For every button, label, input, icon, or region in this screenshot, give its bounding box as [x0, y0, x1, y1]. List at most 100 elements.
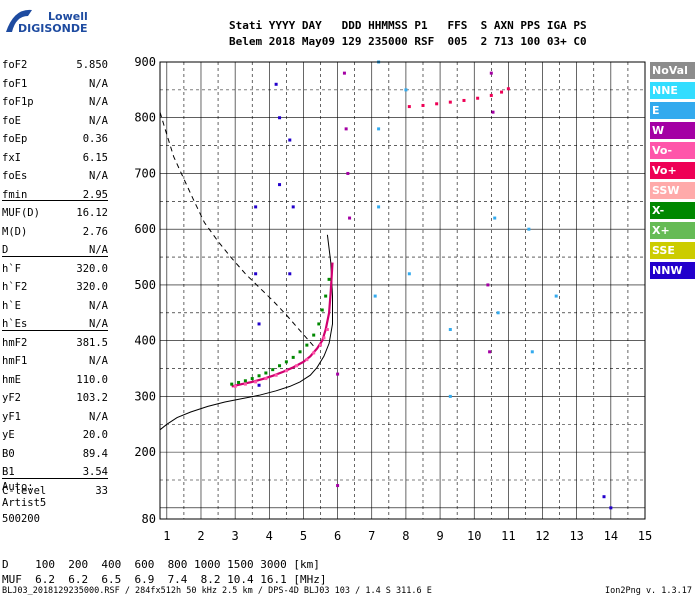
echo-point: [295, 364, 299, 368]
echo-point: [336, 372, 340, 376]
param-value: 33: [95, 484, 108, 497]
param-row: h`F2 320.0: [2, 278, 108, 297]
plot-grid: [160, 62, 645, 519]
echo-point: [609, 506, 613, 510]
echo-point: [462, 98, 466, 102]
param-row: hmF1 N/A: [2, 352, 108, 371]
param-key: yF2: [2, 392, 21, 404]
param-value: N/A: [89, 170, 108, 182]
param-value: 320.0: [76, 281, 108, 293]
x-tick-label: 5: [300, 529, 307, 543]
param-value: 381.5: [76, 336, 108, 349]
param-value: N/A: [89, 96, 108, 108]
echo-point: [320, 308, 324, 312]
param-separator: [2, 477, 108, 479]
param-value: 0.36: [82, 133, 108, 145]
param-key: h`F: [2, 262, 21, 275]
param-key: MUF(D): [2, 207, 40, 219]
echo-point: [237, 380, 241, 384]
station-header: Stati YYYY DAY DDD HHMMSS P1 FFS S AXN P…: [229, 18, 699, 50]
echo-point: [324, 294, 328, 298]
echo-point: [312, 351, 316, 355]
echo-point: [274, 373, 278, 377]
echo-point: [254, 380, 258, 384]
legend-item: E: [650, 102, 695, 119]
echo-point: [317, 322, 321, 326]
logo-swoosh-icon: [6, 9, 32, 32]
echo-point: [448, 328, 452, 332]
echo-point: [327, 277, 331, 281]
param-key: foF1: [2, 77, 28, 90]
echo-point: [346, 171, 350, 175]
echo-point: [312, 333, 316, 337]
x-tick-label: 8: [402, 529, 409, 543]
param-key: D: [2, 244, 9, 256]
auto-label: Auto:: [2, 481, 34, 493]
param-value: N/A: [89, 244, 108, 256]
echo-point: [325, 328, 329, 332]
x-tick-label: 1: [163, 529, 170, 543]
echo-point: [448, 100, 452, 104]
echo-point: [291, 205, 295, 209]
legend-item: NoVal: [650, 62, 695, 79]
param-row: h`E N/A: [2, 297, 108, 316]
header-row-labels: Stati YYYY DAY DDD HHMMSS P1 FFS S AXN P…: [229, 19, 587, 32]
param-key: foF1p: [2, 96, 34, 108]
echo-point: [322, 336, 326, 340]
param-value: N/A: [89, 299, 108, 312]
echo-point: [243, 379, 247, 383]
param-row: foEs N/A: [2, 167, 108, 186]
parameters-panel: foF2 5.850 foF1 N/A foF1p N/A foE N/A foEp 0.36 fx…: [2, 56, 108, 500]
echo-point: [348, 216, 352, 220]
param-key: h`E: [2, 299, 21, 312]
muf-value-row: MUF 6.2 6.2 6.5 6.9 7.4 8.2 10.4 16.1 [M…: [2, 573, 327, 586]
param-value: 3.54: [82, 466, 108, 478]
param-row: foF2 5.850: [2, 56, 108, 75]
version-label: Ion2Png v. 1.3.17: [605, 586, 692, 596]
legend-item: W: [650, 122, 695, 139]
header-row-values: Belem 2018 May09 129 235000 RSF 005 2 71…: [229, 35, 587, 48]
echo-point: [377, 127, 381, 131]
echo-point: [435, 102, 439, 106]
param-row: B1 3.54: [2, 463, 108, 482]
x-tick-label: 4: [266, 529, 273, 543]
x-tick-label: 14: [604, 529, 618, 543]
param-key: hmE: [2, 373, 21, 386]
plot-frame: [159, 61, 646, 520]
echo-point: [336, 484, 340, 488]
x-tick-label: 9: [436, 529, 443, 543]
param-value: 6.15: [82, 151, 108, 164]
muf-distance-row: D 100 200 400 600 800 1000 1500 3000 [km…: [2, 558, 320, 571]
param-key: yE: [2, 429, 15, 441]
echo-point: [243, 382, 247, 386]
echo-point: [319, 343, 323, 347]
param-row: yF1 N/A: [2, 408, 108, 427]
echo-point: [527, 227, 531, 231]
param-row: D N/A: [2, 241, 108, 260]
param-row: B0 89.4: [2, 445, 108, 464]
x-tick-label: 6: [334, 529, 341, 543]
legend-item: SSE: [650, 242, 695, 259]
param-row: fmin 2.95: [2, 186, 108, 205]
param-separator: [2, 200, 108, 201]
param-value: N/A: [89, 355, 108, 367]
param-value: 20.0: [82, 429, 108, 441]
x-tick-label: 2: [197, 529, 204, 543]
echo-point: [486, 283, 490, 287]
echo-point: [257, 374, 261, 378]
legend-item: NNE: [650, 82, 695, 99]
legend-item: SSW: [650, 182, 695, 199]
legend-item: NNW: [650, 262, 695, 279]
echo-point: [254, 272, 258, 276]
param-value: 103.2: [76, 392, 108, 404]
echo-point: [342, 71, 346, 75]
y-tick-label: 900: [134, 55, 156, 69]
param-key: foEs: [2, 170, 28, 182]
y-tick-label: 700: [134, 166, 156, 180]
param-key: M(D): [2, 225, 28, 238]
param-row: foF1 N/A: [2, 75, 108, 94]
echo-point: [476, 96, 480, 100]
echo-point: [257, 383, 261, 387]
param-key: B1: [2, 466, 15, 478]
